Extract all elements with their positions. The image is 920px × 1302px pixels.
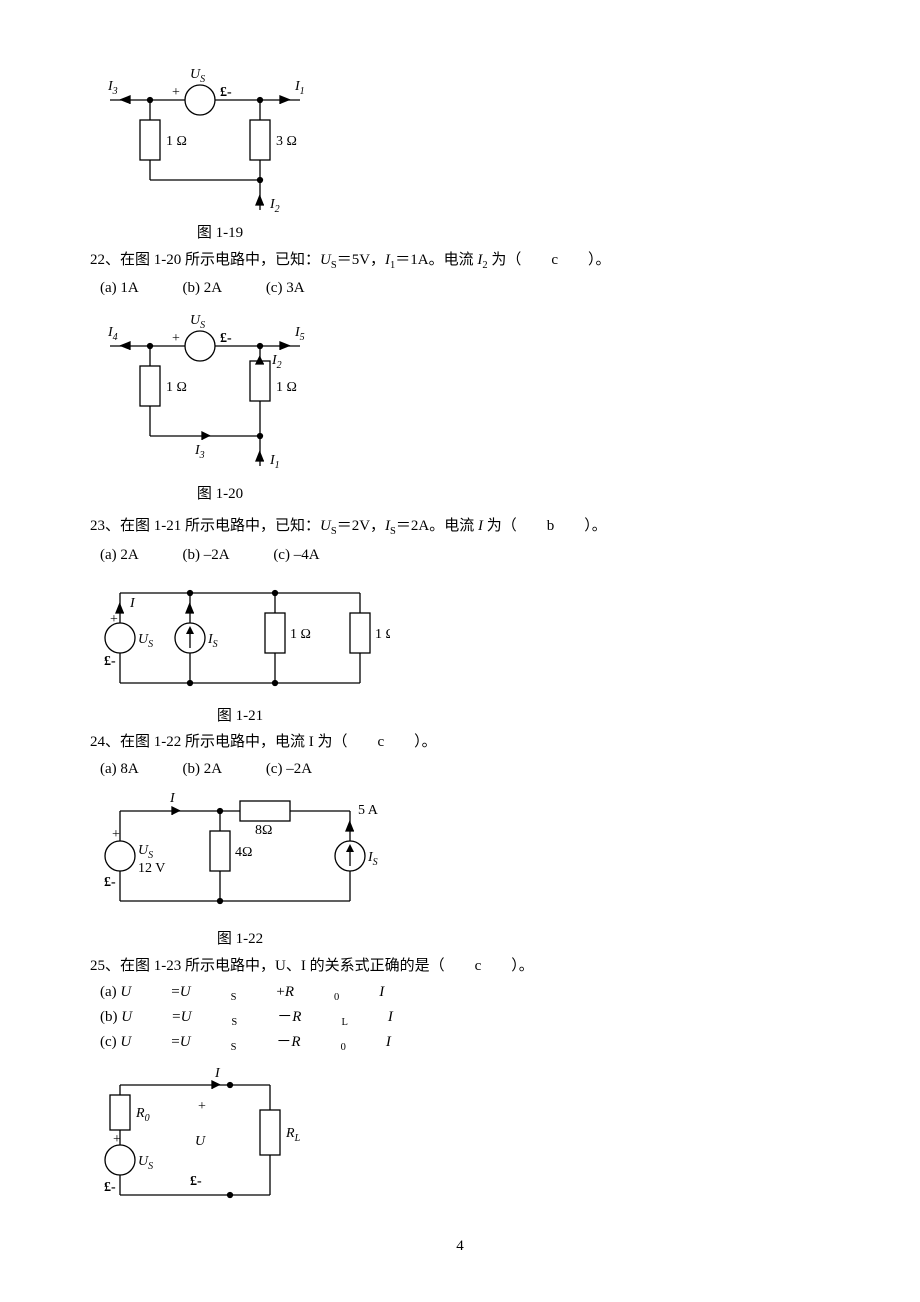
opt-23b: (b) –2A (182, 544, 229, 567)
opt-25b: (b) U=US－RLI (100, 1006, 433, 1031)
label-Is21: IS (207, 632, 218, 650)
label-12V: 12 V (138, 861, 165, 876)
label-plus23b: + (198, 1099, 206, 1114)
page-number: 4 (90, 1235, 830, 1258)
label-Us23: US (138, 1154, 153, 1172)
label-5A: 5 A (358, 803, 379, 818)
label-plus23a: + (113, 1132, 121, 1147)
label-plus20: + (172, 331, 180, 346)
label-R4: 4Ω (235, 845, 252, 860)
label-Us21: US (138, 632, 153, 650)
opt-23a: (a) 2A (100, 544, 139, 567)
opt-24c: (c) –2A (266, 758, 312, 781)
label-R1: 1 Ω (166, 134, 187, 149)
label-R1b: 1 Ω (276, 380, 297, 395)
label-I1: I1 (294, 79, 305, 97)
label-I-22: I (169, 791, 176, 806)
label-minus: £- (220, 85, 232, 100)
label-R2-21: 1 Ω (375, 627, 390, 642)
label-minus21: £- (104, 654, 116, 669)
label-U23: U (195, 1134, 206, 1149)
opt-24b: (b) 2A (182, 758, 222, 781)
label-I4: I4 (107, 325, 118, 343)
caption-1-19: 图 1-19 (90, 222, 350, 245)
label-Is22: IS (367, 850, 378, 868)
label-I2-20: I2 (271, 353, 282, 371)
label-Us: US (190, 67, 205, 85)
label-I2: I2 (269, 197, 280, 215)
opt-22b: (b) 2A (182, 277, 222, 300)
label-Us20: US (190, 313, 205, 331)
label-R8: 8Ω (255, 823, 272, 838)
fig-1-21: I + US £- IS 1 Ω 1 Ω (90, 573, 390, 703)
label-minus20: £- (220, 331, 232, 346)
label-minus23a: £- (104, 1180, 116, 1195)
caption-1-20: 图 1-20 (90, 483, 350, 506)
opt-25c: (c) U=US－R0I (100, 1031, 431, 1056)
label-minus23b: £- (190, 1174, 202, 1189)
label-I3: I3 (107, 79, 118, 97)
label-I5: I5 (294, 325, 305, 343)
label-R0: R0 (135, 1106, 150, 1124)
options-22: (a) 1A (b) 2A (c) 3A (100, 277, 830, 300)
options-24: (a) 8A (b) 2A (c) –2A (100, 758, 830, 781)
caption-1-22: 图 1-22 (90, 928, 390, 951)
fig-1-22: I 8Ω 5 A + US 12 V £- 4Ω IS (90, 786, 410, 926)
label-plus21: + (110, 612, 118, 627)
question-22: 22、在图 1-20 所示电路中，已知：US＝5V，I1＝1A。电流 I2 为（… (90, 249, 830, 274)
options-23: (a) 2A (b) –2A (c) –4A (100, 544, 830, 567)
label-R1a: 1 Ω (166, 380, 187, 395)
opt-22a: (a) 1A (100, 277, 139, 300)
question-25: 25、在图 1-23 所示电路中，U、I 的关系式正确的是（ c ）。 (90, 955, 830, 978)
label-R3: 3 Ω (276, 134, 297, 149)
opt-24a: (a) 8A (100, 758, 139, 781)
label-I-23: I (214, 1066, 221, 1081)
fig-1-19: US + £- I3 I1 1 Ω 3 Ω I2 (90, 60, 350, 220)
opt-22c: (c) 3A (266, 277, 305, 300)
label-I1-20: I1 (269, 453, 280, 471)
fig-1-23: I R0 + US £- + U £- RL (90, 1065, 320, 1215)
label-R1-21: 1 Ω (290, 627, 311, 642)
question-23: 23、在图 1-21 所示电路中，已知：US＝2V，IS＝2A。电流 I 为（ … (90, 515, 830, 540)
label-plus: + (172, 85, 180, 100)
label-I-21: I (129, 596, 136, 611)
opt-23c: (c) –4A (273, 544, 319, 567)
label-minus22: £- (104, 875, 116, 890)
fig-1-20: US + £- I4 I5 I2 1 Ω 1 Ω I3 I1 (90, 306, 350, 481)
options-25: (a) U=US+R0I (b) U=US－RLI (c) U=US－R0I (100, 981, 830, 1055)
label-RL: RL (285, 1126, 301, 1144)
label-Us22: US (138, 843, 153, 861)
question-24: 24、在图 1-22 所示电路中，电流 I 为（ c ）。 (90, 731, 830, 754)
opt-25a: (a) U=US+R0I (100, 981, 424, 1006)
label-I3-20: I3 (194, 443, 205, 461)
caption-1-21: 图 1-21 (90, 705, 390, 728)
label-plus22: + (112, 827, 120, 842)
